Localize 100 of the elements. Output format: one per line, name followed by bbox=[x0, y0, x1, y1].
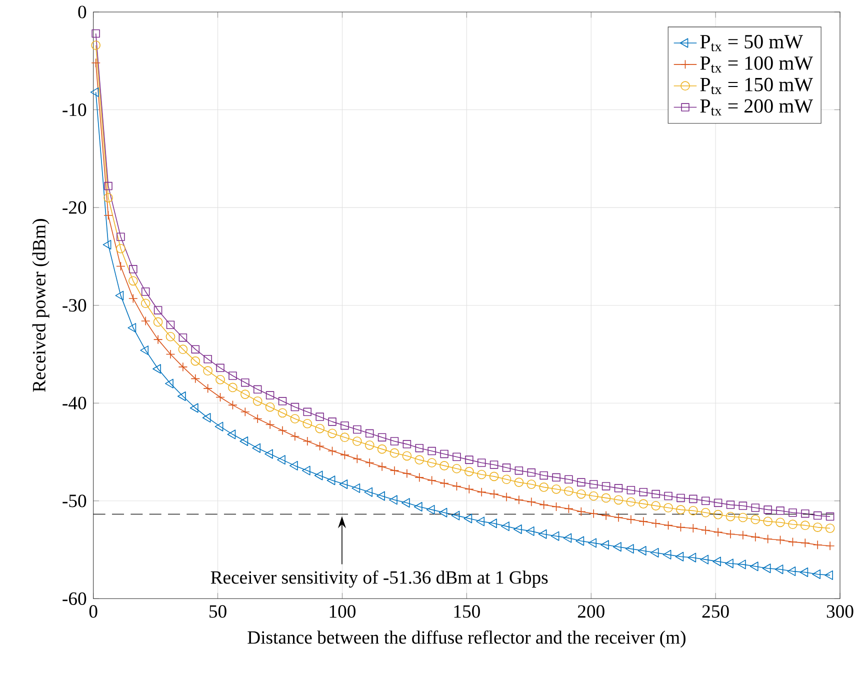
point bbox=[501, 522, 510, 532]
point bbox=[614, 495, 624, 505]
legend-label: P$_{tx}$ = 200 mW bbox=[700, 99, 814, 116]
point bbox=[588, 491, 598, 501]
point bbox=[664, 520, 673, 530]
point bbox=[204, 354, 212, 364]
point bbox=[104, 193, 113, 202]
point bbox=[390, 466, 400, 476]
point bbox=[414, 502, 422, 512]
point bbox=[314, 470, 323, 480]
legend-label: P$_{tx}$ = 150 mW bbox=[700, 78, 814, 94]
point bbox=[202, 412, 211, 423]
point bbox=[352, 436, 362, 446]
point bbox=[614, 484, 623, 492]
point bbox=[539, 500, 548, 510]
point bbox=[701, 496, 710, 506]
point bbox=[650, 548, 659, 558]
point bbox=[514, 495, 524, 505]
y-tick-label: -40 bbox=[62, 396, 86, 410]
point bbox=[353, 425, 362, 434]
point bbox=[801, 509, 810, 518]
point bbox=[676, 494, 685, 502]
point bbox=[452, 464, 462, 474]
point bbox=[763, 516, 772, 526]
point bbox=[241, 378, 250, 387]
point bbox=[153, 334, 163, 344]
y-tick-label: -20 bbox=[62, 201, 86, 214]
point bbox=[750, 514, 760, 524]
y-tick-label: -30 bbox=[62, 299, 86, 312]
point bbox=[774, 564, 784, 574]
point bbox=[826, 512, 834, 521]
point bbox=[364, 458, 374, 468]
point bbox=[638, 516, 648, 526]
point bbox=[502, 464, 511, 472]
point bbox=[726, 512, 736, 522]
point bbox=[278, 426, 288, 436]
point bbox=[812, 540, 822, 550]
point bbox=[252, 396, 262, 406]
point bbox=[738, 512, 748, 522]
point bbox=[303, 408, 312, 416]
point bbox=[688, 524, 698, 533]
point bbox=[588, 538, 597, 548]
point bbox=[216, 374, 225, 384]
point bbox=[228, 382, 238, 392]
point bbox=[216, 392, 225, 402]
point bbox=[714, 498, 722, 507]
point bbox=[290, 414, 300, 424]
point bbox=[776, 518, 785, 528]
point bbox=[128, 294, 138, 304]
point bbox=[502, 474, 512, 484]
point bbox=[588, 508, 598, 518]
point bbox=[91, 40, 100, 50]
point bbox=[800, 520, 810, 530]
point bbox=[700, 554, 709, 564]
point bbox=[576, 506, 586, 516]
point bbox=[664, 503, 673, 512]
point bbox=[540, 471, 548, 480]
point bbox=[788, 537, 798, 547]
point bbox=[514, 466, 524, 475]
point bbox=[514, 478, 524, 487]
point bbox=[626, 514, 636, 524]
point bbox=[476, 470, 486, 480]
point bbox=[452, 482, 462, 491]
point bbox=[713, 528, 723, 537]
point bbox=[527, 468, 536, 477]
point bbox=[377, 462, 387, 472]
y-tick-label: -50 bbox=[62, 494, 86, 508]
point bbox=[216, 364, 224, 372]
point bbox=[502, 492, 512, 502]
point bbox=[576, 489, 586, 499]
point bbox=[190, 356, 200, 366]
point bbox=[676, 522, 686, 532]
point bbox=[800, 538, 810, 548]
legend-label: P$_{tx}$ = 50 mW bbox=[700, 34, 804, 52]
point bbox=[328, 446, 337, 456]
point bbox=[440, 450, 448, 458]
point bbox=[726, 500, 735, 509]
point bbox=[788, 520, 798, 530]
point bbox=[228, 400, 238, 410]
point bbox=[464, 484, 474, 494]
point bbox=[402, 451, 412, 461]
point bbox=[128, 276, 138, 286]
point bbox=[652, 490, 660, 498]
point bbox=[426, 504, 435, 514]
point bbox=[576, 536, 584, 546]
point bbox=[240, 407, 250, 417]
point bbox=[664, 492, 672, 500]
point bbox=[402, 468, 412, 478]
point bbox=[214, 422, 224, 432]
point bbox=[613, 542, 622, 552]
point bbox=[240, 390, 250, 399]
point bbox=[688, 506, 698, 516]
point bbox=[713, 510, 723, 520]
point bbox=[601, 493, 611, 503]
point bbox=[602, 482, 610, 490]
point bbox=[129, 265, 138, 274]
point bbox=[600, 540, 609, 550]
point bbox=[316, 412, 324, 421]
point bbox=[154, 306, 162, 314]
point bbox=[688, 552, 696, 562]
